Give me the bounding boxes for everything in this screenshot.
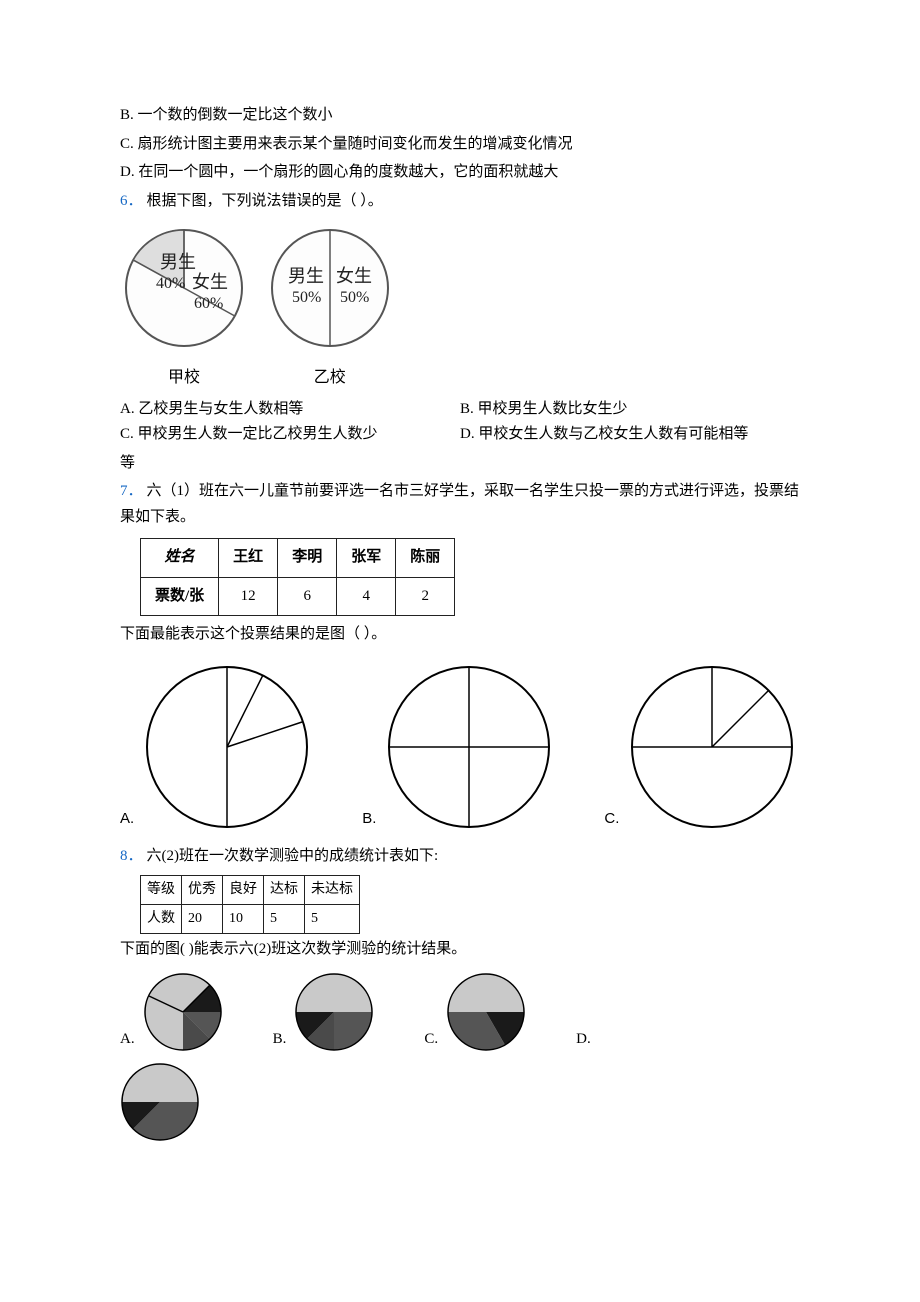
q7-stem: 7．六（1）班在六一儿童节前要评选一名市三好学生，采取一名学生只投一票的方式进行…	[120, 479, 800, 530]
q7-opt-a: A.	[120, 662, 312, 832]
svg-text:50%: 50%	[340, 289, 369, 306]
letter: A.	[120, 806, 134, 832]
opt-d: D. 在同一个圆中，一个扇形的圆心角的度数越大，它的面积就越大	[120, 160, 800, 186]
q6-tail: 等	[120, 451, 800, 477]
cell: 票数/张	[141, 577, 219, 616]
q8-chart-options: A. B. C. D.	[120, 972, 800, 1052]
letter: C.	[424, 1027, 438, 1053]
cell: 姓名	[141, 539, 219, 578]
q6-pie-b: 男生 50% 女生 50% 乙校	[266, 224, 394, 391]
svg-text:女生: 女生	[192, 272, 228, 292]
opt-b: B. 一个数的倒数一定比这个数小	[120, 103, 800, 129]
cell: 10	[223, 904, 264, 933]
pie-icon	[627, 662, 797, 832]
pie-icon	[143, 972, 223, 1052]
letter: D.	[576, 1027, 591, 1053]
q6-pie-a: 男生 40% 女生 60% 甲校	[120, 224, 248, 391]
cell: 5	[264, 904, 305, 933]
cell: 20	[182, 904, 223, 933]
svg-text:50%: 50%	[292, 289, 321, 306]
svg-text:男生: 男生	[160, 252, 196, 272]
cell: 5	[305, 904, 360, 933]
cell: 等级	[141, 876, 182, 905]
pie-icon	[384, 662, 554, 832]
cell: 张军	[337, 539, 396, 578]
q7-number: 7．	[120, 483, 143, 499]
table-row: 姓名 王红 李明 张军 陈丽	[141, 539, 455, 578]
cell: 12	[219, 577, 278, 616]
pie-icon	[294, 972, 374, 1052]
q6-pie-b-label: 乙校	[266, 364, 394, 391]
q6-stem: 6．根据下图，下列说法错误的是（ ）。	[120, 189, 800, 215]
cell: 2	[396, 577, 455, 616]
q7-text2: 下面最能表示这个投票结果的是图（ ）。	[120, 622, 800, 648]
q7-opt-b: B.	[362, 662, 554, 832]
letter: B.	[273, 1027, 287, 1053]
q8-opt-d: D.	[576, 1027, 591, 1053]
q8-number: 8．	[120, 848, 143, 864]
q8-opt-c: C.	[424, 972, 526, 1052]
q6-number: 6．	[120, 193, 143, 209]
q6-options: A. 乙校男生与女生人数相等 B. 甲校男生人数比女生少 C. 甲校男生人数一定…	[120, 397, 800, 448]
letter: B.	[362, 806, 376, 832]
q6-opt-b: B. 甲校男生人数比女生少	[460, 397, 800, 423]
svg-text:40%: 40%	[156, 275, 185, 292]
pie-icon	[142, 662, 312, 832]
q6-pie-a-label: 甲校	[120, 364, 248, 391]
letter: A.	[120, 1027, 135, 1053]
q6-text: 根据下图，下列说法错误的是（ ）。	[147, 193, 383, 209]
q8-text: 六(2)班在一次数学测验中的成绩统计表如下:	[147, 848, 439, 864]
svg-text:男生: 男生	[288, 266, 324, 286]
q8-stem: 8．六(2)班在一次数学测验中的成绩统计表如下:	[120, 844, 800, 870]
opt-c: C. 扇形统计图主要用来表示某个量随时间变化而发生的增减变化情况	[120, 132, 800, 158]
q7-text: 六（1）班在六一儿童节前要评选一名市三好学生，采取一名学生只投一票的方式进行评选…	[120, 483, 799, 525]
cell: 王红	[219, 539, 278, 578]
svg-text:女生: 女生	[336, 266, 372, 286]
pie-icon	[120, 1062, 200, 1142]
q8-text2: 下面的图( )能表示六(2)班这次数学测验的统计结果。	[120, 937, 800, 963]
q7-opt-c: C.	[604, 662, 797, 832]
q8-opt-d-chart	[120, 1062, 800, 1152]
cell: 陈丽	[396, 539, 455, 578]
q8-opt-a: A.	[120, 972, 223, 1052]
q7-table: 姓名 王红 李明 张军 陈丽 票数/张 12 6 4 2	[140, 538, 455, 616]
cell: 优秀	[182, 876, 223, 905]
cell: 未达标	[305, 876, 360, 905]
pie-icon	[446, 972, 526, 1052]
q8-table: 等级 优秀 良好 达标 未达标 人数 20 10 5 5	[140, 875, 360, 934]
q8-opt-b: B.	[273, 972, 375, 1052]
cell: 6	[278, 577, 337, 616]
cell: 达标	[264, 876, 305, 905]
q6-figure: 男生 40% 女生 60% 甲校 男生 50% 女生 50% 乙校	[120, 224, 800, 391]
svg-text:60%: 60%	[194, 295, 223, 312]
q6-opt-c: C. 甲校男生人数一定比乙校男生人数少	[120, 422, 460, 448]
cell: 人数	[141, 904, 182, 933]
q6-opt-d: D. 甲校女生人数与乙校女生人数有可能相等	[460, 422, 800, 448]
table-row: 等级 优秀 良好 达标 未达标	[141, 876, 360, 905]
q6-opt-a: A. 乙校男生与女生人数相等	[120, 397, 460, 423]
cell: 良好	[223, 876, 264, 905]
table-row: 人数 20 10 5 5	[141, 904, 360, 933]
cell: 李明	[278, 539, 337, 578]
letter: C.	[604, 806, 619, 832]
q7-chart-options: A. B. C.	[120, 662, 800, 832]
cell: 4	[337, 577, 396, 616]
table-row: 票数/张 12 6 4 2	[141, 577, 455, 616]
